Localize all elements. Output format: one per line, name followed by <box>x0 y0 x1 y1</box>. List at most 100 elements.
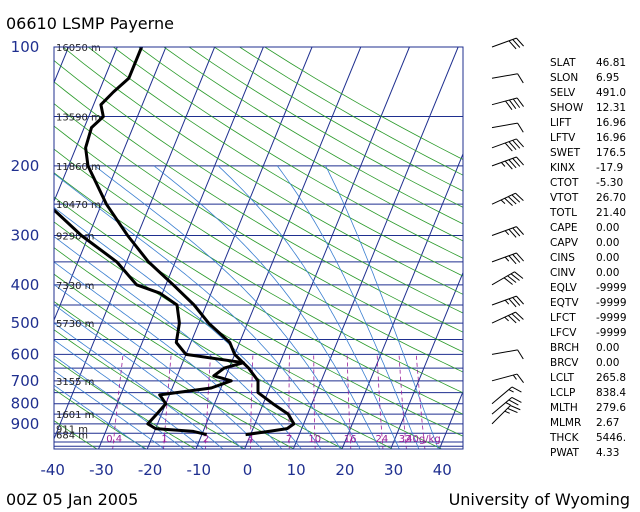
moist-adiabat <box>217 165 400 449</box>
barb-staff <box>491 405 511 425</box>
barb-full <box>511 386 522 393</box>
height-label: 5730 m <box>56 319 94 330</box>
mixing-ratio-label: 4 <box>247 434 253 445</box>
dry-adiabat <box>138 47 463 242</box>
barb-full <box>504 197 513 207</box>
index-name: CAPE <box>550 222 578 234</box>
index-name: LFCT <box>550 312 576 324</box>
isotherm-line <box>146 47 313 449</box>
index-value: 21.40 <box>596 207 627 219</box>
barb-full <box>515 311 524 320</box>
index-row: LCLT 265.8 <box>550 371 627 386</box>
mixing-ratio-label: 16 <box>344 434 357 445</box>
index-name: LIFT <box>550 117 572 129</box>
height-label: 684 m <box>56 431 88 442</box>
moist-adiabat <box>54 173 342 449</box>
wind-barb <box>491 97 524 111</box>
dry-adiabat <box>54 273 345 449</box>
index-row: LFTV 16.96 <box>550 131 627 146</box>
barb-full <box>517 349 524 360</box>
wind-barb <box>491 156 524 170</box>
index-row: THCK 5446. <box>550 431 627 446</box>
index-row: LIFT 16.96 <box>550 116 627 131</box>
barb-full <box>508 99 517 109</box>
barb-full <box>512 297 521 306</box>
index-name: SLAT <box>550 57 576 69</box>
index-value: 279.6 <box>596 402 627 414</box>
index-value: 491.0 <box>596 87 627 99</box>
index-row: BRCH 0.00 <box>550 341 627 356</box>
moist-adiabat <box>54 339 205 449</box>
index-value: 0.00 <box>596 222 620 234</box>
temperature-tick-label: 20 <box>335 461 354 479</box>
barb-full <box>517 122 524 133</box>
index-row: BRCV 0.00 <box>550 356 627 371</box>
wind-barbs <box>491 37 524 425</box>
index-row: LFCV -9999 <box>550 326 627 341</box>
wind-barb <box>491 373 524 383</box>
index-value: 0.00 <box>596 357 620 369</box>
isotherm-line <box>0 47 20 450</box>
height-label: 10470 m <box>56 200 101 211</box>
pressure-tick-label: 200 <box>11 157 40 175</box>
barb-staff <box>491 252 517 263</box>
height-label: 3155 m <box>56 377 94 388</box>
dry-adiabat <box>163 47 463 225</box>
index-value: 4.33 <box>596 447 620 459</box>
dry-adiabat <box>54 125 463 373</box>
index-value: -5.30 <box>596 177 624 189</box>
dry-adiabat <box>0 47 50 450</box>
temperature-tick-label: -30 <box>89 461 114 479</box>
barb-staff <box>491 37 517 48</box>
index-name: LFTV <box>550 132 576 144</box>
barb-half <box>505 402 511 406</box>
dry-adiabat <box>54 420 98 449</box>
index-value: 16.96 <box>596 132 627 144</box>
index-value: -9999 <box>596 327 627 339</box>
wind-barb <box>491 295 524 308</box>
barb-full <box>508 229 517 238</box>
barb-staff <box>491 122 518 129</box>
isotherm-line <box>97 47 264 449</box>
index-name: EQTV <box>550 297 579 309</box>
index-value: 265.8 <box>596 372 627 384</box>
mixing-ratio-label: 1 <box>161 434 167 445</box>
barb-full <box>510 273 520 281</box>
barb-full <box>510 405 521 411</box>
dry-adiabat <box>54 301 295 449</box>
height-label: 7330 m <box>56 281 94 292</box>
source-credit: University of Wyoming <box>448 490 630 509</box>
barb-full <box>508 255 517 265</box>
index-name: MLMR <box>550 417 582 429</box>
barb-full <box>511 396 522 403</box>
pressure-tick-label: 600 <box>11 345 40 363</box>
wind-barb <box>491 122 524 133</box>
barb-full <box>507 275 517 283</box>
index-value: 0.00 <box>596 342 620 354</box>
pressure-tick-label: 700 <box>11 372 40 390</box>
index-row: SLAT 46.81 <box>550 56 627 71</box>
pressure-tick-label: 500 <box>11 314 40 332</box>
barb-full <box>516 156 524 166</box>
index-row: LFCT -9999 <box>550 311 627 326</box>
index-name: LFCV <box>550 327 577 339</box>
barb-staff <box>491 397 513 415</box>
barb-staff <box>491 97 518 106</box>
barb-staff <box>491 226 517 236</box>
isotherm-line <box>54 47 167 322</box>
moist-adiabat <box>276 165 420 449</box>
index-row: SLON 6.95 <box>550 71 627 86</box>
index-name: CINV <box>550 267 576 279</box>
temperature-tick-label: 30 <box>384 461 403 479</box>
barb-half <box>504 256 510 262</box>
barb-staff <box>491 311 516 324</box>
axis-labels: 0.4 1 2 4 7 10 16 24 3240g/kg1002003004005006007… <box>11 38 452 479</box>
barb-half <box>512 374 517 380</box>
barb-full <box>512 98 521 108</box>
index-row: CTOT -5.30 <box>550 176 627 191</box>
barb-full <box>516 97 524 107</box>
barb-full <box>515 192 524 201</box>
barb-full <box>512 158 521 167</box>
